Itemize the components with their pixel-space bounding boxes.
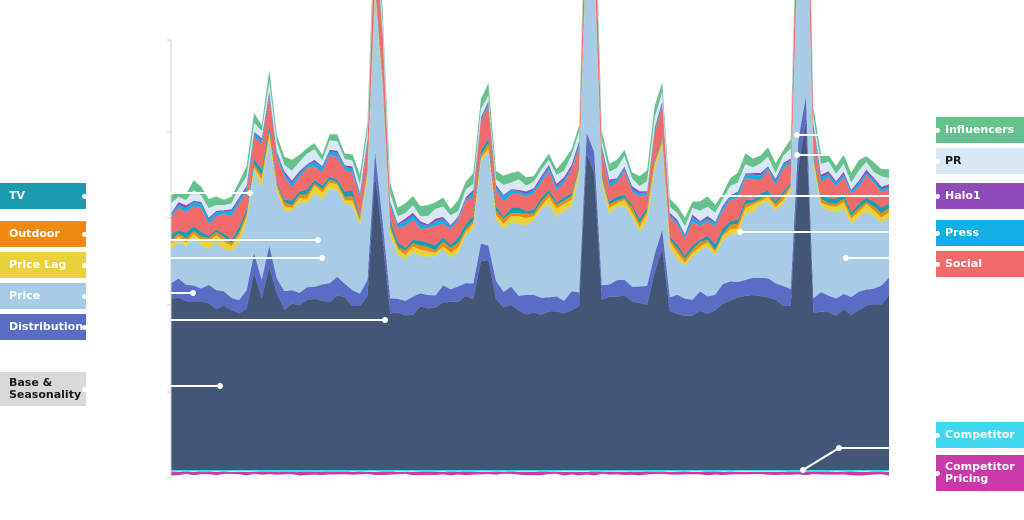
legend-tag-influencers: Influencers: [935, 117, 1024, 143]
legend-label: PR: [945, 154, 962, 167]
legend-label: Competitor: [945, 428, 1015, 441]
legend-dot: [935, 230, 940, 236]
area-tv: [171, 0, 889, 259]
leader-dot: [843, 255, 849, 261]
leader-dot: [695, 193, 701, 199]
legend-dot: [82, 324, 87, 330]
legend-label: Press: [945, 226, 980, 239]
legend-tag-base-seasonality: Base & Seasonality: [0, 372, 87, 406]
area-social: [171, 0, 889, 256]
area-pr: [171, 0, 889, 235]
legend-tag-tv: TV: [0, 183, 87, 209]
legend-tag-social: Social: [935, 251, 1024, 277]
legend-tag-halo1: Halo1: [935, 183, 1024, 209]
legend-dot: [935, 470, 940, 476]
legend-dot: [82, 386, 87, 392]
legend-dot: [82, 193, 87, 199]
legend-dot: [82, 231, 87, 237]
legend-dot: [82, 262, 87, 268]
legend-label: Base & Seasonality: [9, 376, 82, 401]
area-competitor-pricing: [171, 472, 889, 476]
legend-dot: [935, 261, 940, 267]
legend-dot: [82, 293, 87, 299]
leader-dot: [319, 255, 325, 261]
legend-tag-pr: PR: [935, 148, 1024, 174]
legend-label: TV: [9, 189, 26, 202]
area-competitor: [171, 470, 889, 473]
legend-label: Competitor Pricing: [945, 460, 1015, 485]
area-influencers: [171, 0, 889, 227]
leader-dot: [737, 229, 743, 235]
legend-tag-price: Price: [0, 283, 87, 309]
area-base-seasonality: [171, 122, 889, 470]
leader-dot: [800, 467, 806, 473]
leader-dot: [382, 317, 388, 323]
leader-dot: [794, 152, 800, 158]
legend-dot: [935, 158, 940, 164]
legend-tag-price-lag: Price Lag: [0, 252, 87, 278]
legend-label: Price Lag: [9, 258, 67, 271]
area-outdoor: [171, 0, 889, 263]
legend-dot: [935, 127, 940, 133]
legend-label: Social: [945, 257, 982, 270]
leader-dot: [794, 132, 800, 138]
legend-tag-outdoor: Outdoor: [0, 221, 87, 247]
leader-dot: [247, 190, 253, 196]
leader-dot: [190, 290, 196, 296]
legend-label: Influencers: [945, 123, 1015, 136]
legend-dot: [935, 193, 940, 199]
legend-dot: [935, 432, 940, 438]
legend-tag-competitor-pricing: Competitor Pricing: [935, 455, 1024, 491]
legend-tag-competitor: Competitor: [935, 422, 1024, 448]
legend-tag-distribution: Distribution: [0, 314, 87, 340]
legend-label: Price: [9, 289, 41, 302]
leader-dot: [315, 237, 321, 243]
legend-tag-press: Press: [935, 220, 1024, 246]
leader-dot: [836, 445, 842, 451]
legend-label: Outdoor: [9, 227, 60, 240]
area-price: [171, 0, 889, 301]
leader-dot: [217, 383, 223, 389]
legend-label: Halo1: [945, 189, 981, 202]
legend-label: Distribution: [9, 320, 84, 333]
